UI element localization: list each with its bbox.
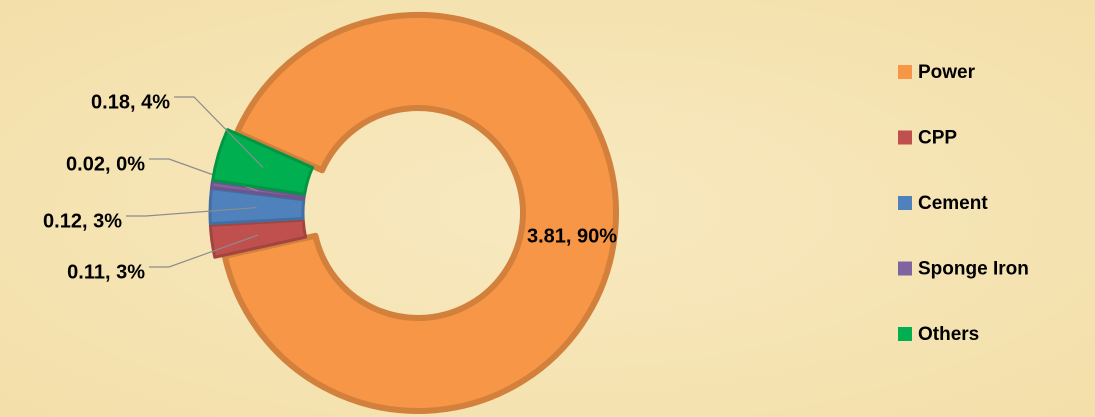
legend-label: Power — [918, 62, 976, 83]
legend-label: CPP — [918, 128, 957, 149]
legend-swatch — [898, 261, 912, 276]
legend-swatch — [898, 196, 912, 210]
data-label: 0.11, 3% — [67, 261, 145, 283]
data-label: 0.18, 4% — [91, 91, 170, 113]
legend-label: Cement — [918, 193, 988, 214]
leader-line — [174, 96, 264, 168]
slice — [211, 128, 314, 196]
legend-swatch — [898, 65, 912, 79]
data-label: 0.12, 3% — [43, 210, 122, 232]
leader-line — [149, 234, 259, 268]
legend-label: Others — [918, 324, 979, 345]
data-label: 0.02, 0% — [66, 153, 145, 175]
legend-label: Sponge Iron — [918, 259, 1029, 280]
slice — [221, 12, 619, 414]
data-label: 3.81, 90% — [527, 225, 617, 247]
leader-line — [126, 206, 257, 217]
legend-swatch — [898, 327, 912, 341]
legend-swatch — [898, 130, 912, 145]
slice — [208, 218, 308, 259]
